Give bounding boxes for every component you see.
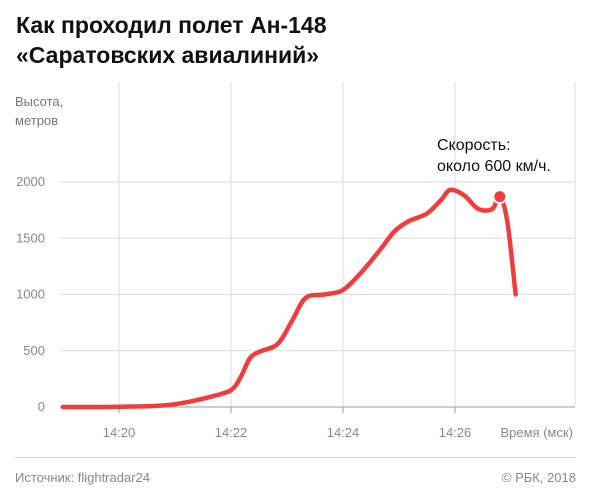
speed-annotation-line-1: Скорость: (437, 137, 511, 154)
chart-title: Как проходил полет Ан-148 «Саратовских а… (16, 10, 327, 70)
x-tick-label: 14:24 (327, 425, 360, 440)
chart-title-line-1: Как проходил полет Ан-148 (16, 12, 327, 38)
altitude-line (60, 187, 518, 410)
y-axis-label-line-2: метров (15, 113, 59, 128)
chart-title-line-2: «Саратовских авиалиний» (16, 42, 320, 68)
x-tick-label: 14:22 (215, 425, 248, 440)
y-tick-label: 1000 (16, 287, 45, 302)
x-tick-label: 14:26 (439, 425, 472, 440)
x-tick-label: 14:20 (103, 425, 136, 440)
source-note: Источник: flightradar24 (15, 470, 150, 485)
y-tick-label: 2000 (16, 174, 45, 189)
y-tick-label: 500 (23, 343, 45, 358)
y-axis-label-line-1: Высота, (15, 94, 64, 109)
y-tick-label: 0 (38, 399, 45, 414)
speed-marker-dot (492, 189, 508, 205)
speed-annotation-line-2: около 600 км/ч. (437, 158, 551, 175)
copyright-note: © РБК, 2018 (501, 470, 576, 485)
y-tick-label: 1500 (16, 230, 45, 245)
footer-divider (15, 457, 576, 458)
y-axis-label: Высота, метров (15, 92, 63, 130)
x-axis-title: Время (мск) (500, 425, 573, 440)
